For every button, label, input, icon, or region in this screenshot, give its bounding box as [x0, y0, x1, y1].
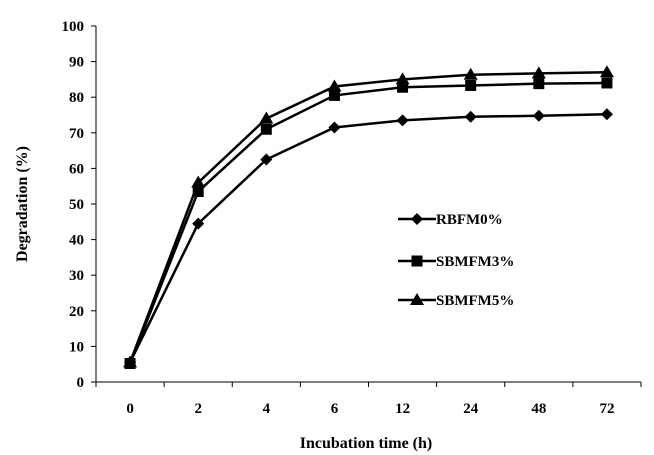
series-line	[128, 81, 607, 364]
data-point-diamond	[600, 108, 613, 121]
legend: RBFM0% SBMFM3% SBMFM5%	[398, 212, 514, 309]
x-tick-label: 0	[126, 401, 134, 417]
x-tick-label: 72	[599, 401, 614, 417]
y-tick-label: 10	[69, 339, 84, 355]
y-tick-label: 90	[69, 55, 84, 71]
x-tick-label: 24	[463, 401, 479, 417]
data-point-diamond	[464, 110, 477, 123]
legend-marker-square	[411, 255, 423, 267]
data-point-square	[601, 77, 613, 89]
y-tick-label: 70	[69, 126, 84, 142]
y-tick-label: 0	[77, 375, 85, 391]
legend-label: SBMFM3%	[436, 254, 514, 270]
data-point-diamond	[328, 121, 341, 134]
data-point-square	[192, 186, 204, 198]
y-tick-label: 20	[69, 304, 84, 320]
y-tick-label: 80	[69, 90, 84, 106]
y-tick-label: 60	[69, 161, 84, 177]
data-point-square	[397, 81, 409, 93]
x-tick-label: 12	[395, 401, 410, 417]
series-line	[128, 71, 607, 363]
y-tick-label: 50	[69, 197, 84, 213]
y-axis-ticks: 0 10 20 30 40 50 60 70 80 90 100	[62, 19, 96, 391]
series-line	[128, 113, 607, 363]
data-point-square	[465, 79, 477, 91]
y-tick-label: 100	[62, 19, 85, 35]
data-point-triangle	[463, 67, 478, 80]
data-point-square	[260, 123, 272, 135]
data-point-diamond	[396, 114, 409, 127]
data-point-triangle	[191, 175, 206, 188]
series-rbfm0-	[124, 108, 613, 369]
legend-item: SBMFM5%	[398, 293, 514, 309]
x-axis-ticks: 0 2 4 6 12 24 48 72	[95, 382, 642, 417]
y-axis-title: Degradation (%)	[14, 146, 31, 262]
y-tick-label: 30	[69, 268, 84, 284]
data-point-diamond	[260, 153, 273, 166]
legend-item: RBFM0%	[398, 212, 503, 228]
legend-marker-triangle	[410, 293, 424, 305]
x-tick-label: 6	[331, 401, 339, 417]
data-point-triangle	[531, 66, 546, 79]
data-point-diamond	[532, 109, 545, 122]
legend-label: RBFM0%	[436, 212, 503, 228]
data-point-triangle	[327, 79, 342, 92]
legend-marker-diamond	[411, 213, 423, 225]
x-tick-label: 2	[194, 401, 202, 417]
data-point-triangle	[259, 111, 274, 124]
data-point-diamond	[192, 217, 205, 230]
x-axis-title: Incubation time (h)	[300, 435, 432, 452]
legend-item: SBMFM3%	[398, 254, 514, 270]
x-tick-label: 48	[531, 401, 546, 417]
x-tick-label: 4	[263, 401, 271, 417]
series-sbmfm5-	[123, 65, 614, 368]
legend-label: SBMFM5%	[436, 293, 514, 309]
y-tick-label: 40	[69, 233, 84, 249]
data-point-triangle	[395, 72, 410, 85]
data-point-triangle	[123, 355, 138, 368]
series-layer	[123, 65, 614, 369]
data-point-triangle	[599, 65, 614, 78]
data-point-square	[328, 89, 340, 101]
data-point-square	[533, 78, 545, 90]
